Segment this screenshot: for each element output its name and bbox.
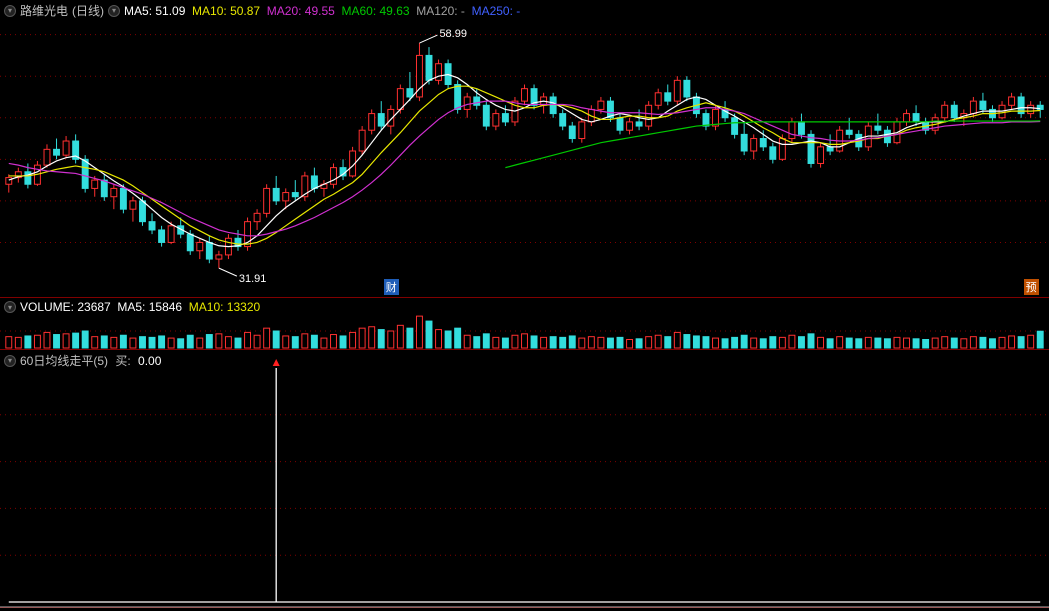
yu-badge[interactable]: 预 [1024, 279, 1039, 295]
volume-readout: VOLUME: 23687 [20, 300, 111, 314]
svg-text:31.91: 31.91 [239, 273, 267, 285]
stock-name: 路维光电 [20, 2, 68, 19]
volume-readout: MA5: 15846 [111, 300, 182, 314]
ma-readout: MA10: 50.87 [185, 4, 260, 18]
indicator-buy-value: 0.00 [138, 354, 161, 368]
ma-readout: MA60: 49.63 [335, 4, 410, 18]
svg-text:58.99: 58.99 [439, 28, 467, 40]
indicator-title: 60日均线走平(5) [20, 352, 108, 369]
cai-badge[interactable]: 财 [384, 279, 399, 295]
volume-readout: MA10: 13320 [182, 300, 260, 314]
candlestick-panel[interactable]: ▾ 路维光电(日线) ▾ MA5: 51.09 MA10: 50.87 MA20… [0, 0, 1049, 298]
chevron-down-icon[interactable]: ▾ [4, 5, 16, 17]
period-label: (日线) [72, 2, 104, 19]
volume-readout-row: VOLUME: 23687 MA5: 15846 MA10: 13320 [20, 300, 260, 314]
ma-readout: MA20: 49.55 [260, 4, 335, 18]
volume-panel[interactable]: ▾ VOLUME: 23687 MA5: 15846 MA10: 13320 [0, 298, 1049, 350]
ma-readout: MA5: 51.09 [124, 4, 185, 18]
ma-readout: MA120: - [410, 4, 465, 18]
chevron-down-icon[interactable]: ▾ [4, 355, 16, 367]
volume-header: ▾ VOLUME: 23687 MA5: 15846 MA10: 13320 [4, 300, 260, 314]
chevron-down-icon[interactable]: ▾ [108, 5, 120, 17]
indicator-chart[interactable]: ▲ [0, 350, 1049, 608]
main-header: ▾ 路维光电(日线) ▾ MA5: 51.09 MA10: 50.87 MA20… [4, 2, 520, 19]
candlestick-chart[interactable]: 58.99 31.91 [0, 0, 1049, 298]
indicator-header: ▾ 60日均线走平(5) 买: 0.00 [4, 352, 161, 369]
ma-readout: MA250: - [465, 4, 520, 18]
svg-text:▲: ▲ [270, 355, 282, 369]
ma-readout-row: MA5: 51.09 MA10: 50.87 MA20: 49.55 MA60:… [124, 4, 520, 18]
indicator-buy-label: 买: [112, 352, 134, 369]
chevron-down-icon[interactable]: ▾ [4, 301, 16, 313]
indicator-panel[interactable]: ▾ 60日均线走平(5) 买: 0.00 ▲ [0, 350, 1049, 608]
